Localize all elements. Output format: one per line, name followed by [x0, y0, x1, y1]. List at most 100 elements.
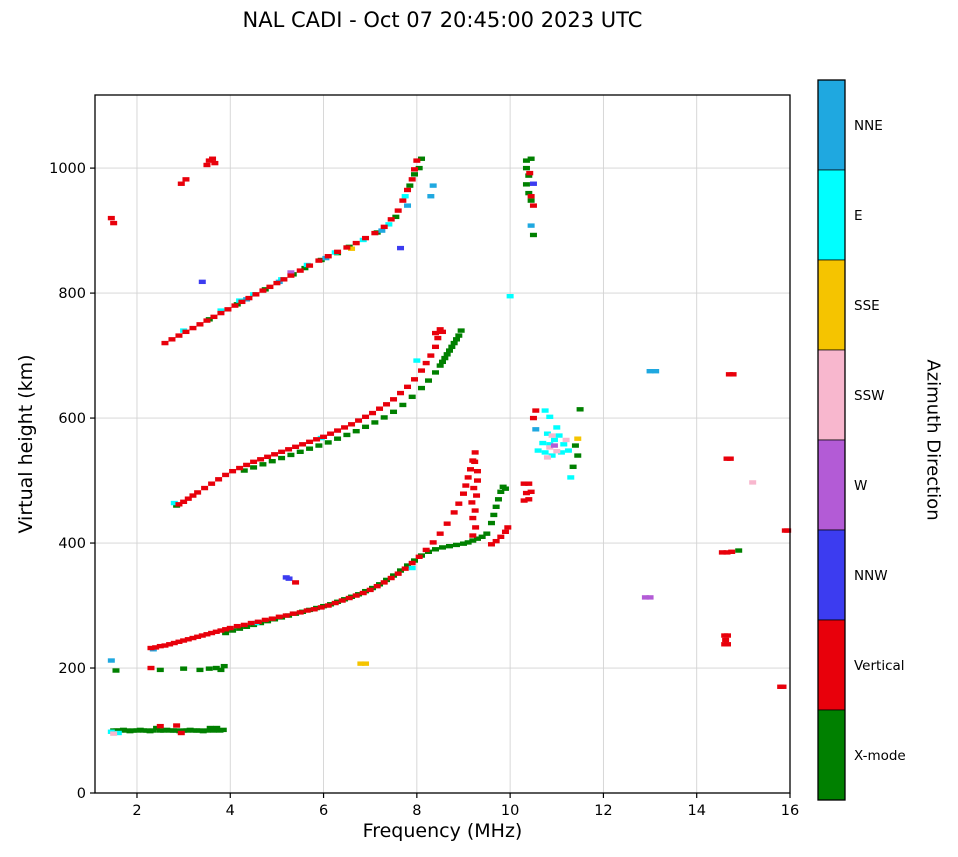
y-tick-label: 800: [58, 286, 86, 302]
data-point: [448, 344, 456, 350]
data-point: [196, 322, 204, 327]
data-point: [229, 468, 237, 474]
data-point: [725, 372, 733, 377]
data-point: [380, 580, 388, 585]
data-point: [173, 723, 181, 728]
data-point: [198, 633, 206, 638]
data-point: [436, 327, 444, 332]
data-point: [576, 407, 584, 412]
data-point: [355, 418, 363, 423]
data-point: [266, 284, 274, 290]
data-point: [175, 639, 183, 644]
data-point: [348, 422, 356, 427]
data-point: [445, 543, 453, 549]
data-point: [352, 240, 360, 246]
data-point: [469, 538, 477, 543]
data-point: [439, 545, 446, 550]
x-tick-label: 8: [412, 803, 421, 819]
data-point: [394, 571, 402, 576]
data-point: [376, 406, 384, 411]
data-point: [217, 628, 225, 633]
data-point: [184, 496, 192, 501]
data-point: [487, 520, 495, 526]
data-point: [362, 424, 370, 430]
colorbar-category-label-vertical: Vertical: [854, 658, 905, 674]
data-point: [392, 214, 400, 220]
plot-frame: [94, 94, 791, 794]
data-point: [427, 194, 435, 199]
data-point: [564, 448, 572, 453]
x-tick-label: 12: [594, 803, 612, 819]
data-point: [522, 490, 530, 496]
data-point: [652, 369, 660, 374]
data-point: [520, 498, 528, 503]
colorbar-frame: [817, 79, 846, 801]
colorbar-segment-sse: [817, 259, 846, 351]
data-point: [504, 525, 512, 530]
data-point: [194, 490, 202, 495]
data-point: [205, 666, 213, 671]
data-point: [208, 481, 216, 486]
data-point: [387, 217, 395, 222]
data-point: [534, 448, 542, 453]
data-point: [548, 433, 556, 438]
data-point: [199, 728, 207, 734]
data-point: [211, 160, 219, 166]
data-point: [492, 538, 500, 544]
data-point: [470, 485, 478, 491]
data-point: [110, 731, 118, 736]
data-point: [180, 638, 188, 643]
data-point: [399, 402, 407, 408]
data-point: [427, 353, 435, 358]
data-point: [387, 575, 395, 581]
data-point: [208, 630, 216, 636]
data-point: [369, 410, 377, 416]
data-point: [471, 450, 479, 455]
data-point: [492, 504, 500, 510]
colorbar-category-label-e: E: [854, 208, 863, 224]
data-point: [110, 220, 118, 226]
series-NNE: [107, 183, 660, 663]
data-point: [112, 668, 120, 673]
data-point: [252, 292, 260, 297]
data-point: [153, 725, 161, 731]
data-point: [529, 181, 537, 186]
data-point: [147, 665, 155, 671]
data-point: [180, 499, 188, 505]
data-point: [418, 156, 426, 161]
data-point: [506, 294, 514, 299]
data-point: [784, 528, 792, 533]
data-point: [429, 540, 437, 545]
y-tick-label: 200: [58, 661, 86, 677]
data-point: [550, 443, 558, 448]
data-point: [222, 472, 230, 478]
data-point: [331, 600, 339, 606]
data-point: [441, 355, 449, 361]
data-point: [497, 489, 505, 495]
series-E: [107, 194, 575, 736]
data-point: [390, 409, 398, 415]
data-point: [560, 442, 568, 447]
data-point: [432, 344, 440, 350]
data-point: [287, 273, 295, 278]
data-point: [404, 187, 412, 193]
data-point: [209, 728, 217, 733]
data-point: [457, 328, 465, 333]
data-point: [522, 158, 530, 163]
data-point: [324, 440, 332, 445]
data-point: [180, 666, 188, 671]
data-point: [359, 590, 367, 596]
data-point: [189, 325, 197, 331]
data-point: [194, 634, 202, 639]
data-point: [317, 605, 325, 610]
data-point: [406, 183, 414, 188]
data-point: [436, 531, 444, 536]
data-point: [156, 643, 164, 649]
data-point: [501, 486, 509, 491]
data-point: [450, 510, 458, 515]
data-point: [210, 314, 218, 320]
data-point: [213, 725, 221, 731]
data-point: [149, 728, 157, 733]
data-point: [229, 628, 237, 633]
